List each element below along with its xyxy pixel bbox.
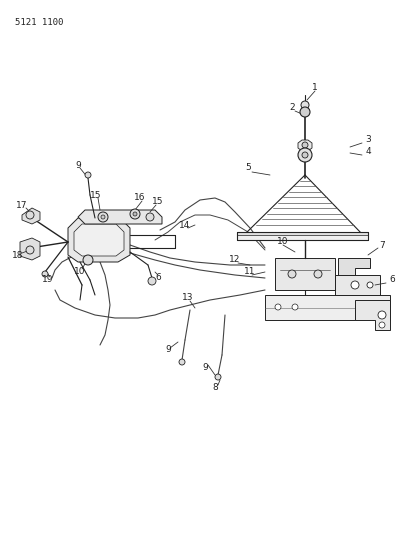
Circle shape — [297, 148, 311, 162]
Text: 13: 13 — [182, 294, 193, 303]
Text: 19: 19 — [42, 276, 54, 285]
Polygon shape — [264, 295, 389, 320]
Text: 9: 9 — [75, 160, 81, 169]
Circle shape — [299, 107, 309, 117]
Circle shape — [42, 271, 48, 277]
Circle shape — [287, 270, 295, 278]
Circle shape — [300, 101, 308, 109]
Circle shape — [214, 374, 220, 380]
Polygon shape — [297, 140, 311, 151]
Circle shape — [85, 172, 91, 178]
Text: 14: 14 — [179, 221, 190, 230]
Polygon shape — [334, 275, 379, 295]
Text: 9: 9 — [165, 345, 171, 354]
Text: 4: 4 — [364, 148, 370, 157]
Text: 11: 11 — [244, 268, 255, 277]
Text: 5121 1100: 5121 1100 — [15, 18, 63, 27]
Circle shape — [148, 277, 155, 285]
Polygon shape — [274, 258, 334, 290]
Text: 9: 9 — [202, 364, 207, 373]
Polygon shape — [20, 238, 40, 260]
Circle shape — [133, 212, 137, 216]
Text: 3: 3 — [364, 135, 370, 144]
Circle shape — [366, 282, 372, 288]
Circle shape — [301, 152, 307, 158]
Polygon shape — [337, 258, 369, 275]
Circle shape — [26, 211, 34, 219]
Circle shape — [313, 270, 321, 278]
Text: 5: 5 — [245, 164, 250, 173]
Circle shape — [83, 255, 93, 265]
Text: 18: 18 — [12, 252, 24, 261]
Circle shape — [377, 311, 385, 319]
Circle shape — [146, 213, 154, 221]
Polygon shape — [354, 300, 389, 330]
Circle shape — [378, 322, 384, 328]
Circle shape — [101, 215, 105, 219]
Text: 12: 12 — [229, 255, 240, 264]
Circle shape — [26, 246, 34, 254]
Text: 1: 1 — [311, 84, 317, 93]
Text: 16: 16 — [134, 193, 145, 203]
Circle shape — [130, 209, 139, 219]
Text: 10: 10 — [74, 268, 85, 277]
Text: 17: 17 — [16, 200, 28, 209]
Text: 6: 6 — [155, 273, 160, 282]
Polygon shape — [78, 210, 162, 224]
Text: 6: 6 — [388, 276, 394, 285]
Polygon shape — [236, 232, 367, 240]
Polygon shape — [68, 218, 130, 262]
Circle shape — [350, 281, 358, 289]
Circle shape — [301, 142, 307, 148]
Text: 7: 7 — [378, 240, 384, 249]
Text: 2: 2 — [288, 103, 294, 112]
Text: 15: 15 — [90, 190, 101, 199]
Polygon shape — [236, 232, 367, 235]
Circle shape — [291, 304, 297, 310]
Circle shape — [274, 304, 280, 310]
Text: 8: 8 — [211, 384, 217, 392]
Polygon shape — [22, 208, 40, 224]
Circle shape — [179, 359, 184, 365]
Text: 10: 10 — [276, 238, 288, 246]
Polygon shape — [74, 224, 124, 256]
Text: 15: 15 — [152, 198, 163, 206]
Circle shape — [98, 212, 108, 222]
